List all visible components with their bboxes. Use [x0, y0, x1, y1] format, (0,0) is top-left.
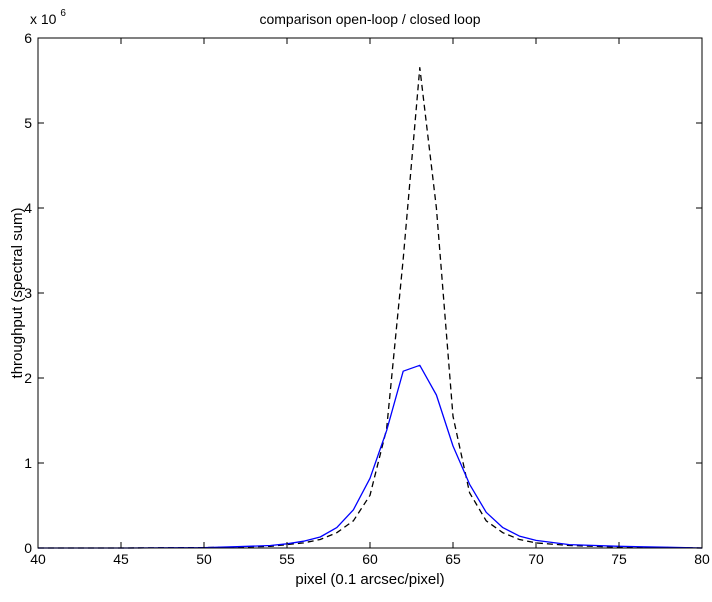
y-tick-label: 0	[24, 540, 32, 556]
x-tick-label: 70	[528, 551, 544, 567]
y-tick-label: 3	[24, 285, 32, 301]
y-tick-label: 2	[24, 370, 32, 386]
x-tick-label: 65	[445, 551, 461, 567]
x-tick-label: 55	[279, 551, 295, 567]
y-tick-label: 4	[24, 200, 32, 216]
y-tick-label: 1	[24, 455, 32, 471]
y-multiplier-base: x 10	[30, 11, 57, 27]
chart-title: comparison open-loop / closed loop	[259, 11, 480, 27]
x-tick-label: 45	[113, 551, 129, 567]
y-axis-multiplier: x 10 6	[30, 8, 66, 27]
series-line-dashed	[38, 67, 703, 549]
x-tick-label: 75	[611, 551, 627, 567]
series-layer	[38, 67, 703, 549]
x-tick-label: 60	[362, 551, 378, 567]
x-tick-label: 50	[196, 551, 212, 567]
y-tick-label: 5	[24, 115, 32, 131]
x-tick-label: 40	[30, 551, 46, 567]
y-axis-label: throughput (spectral sum)	[9, 208, 26, 379]
x-tick-label: 80	[694, 551, 710, 567]
y-tick-label: 6	[24, 30, 32, 46]
y-multiplier-exponent: 6	[60, 8, 66, 19]
x-axis-label: pixel (0.1 arcsec/pixel)	[295, 571, 444, 588]
series-line-solid	[38, 364, 703, 549]
axes-box	[37, 37, 703, 549]
